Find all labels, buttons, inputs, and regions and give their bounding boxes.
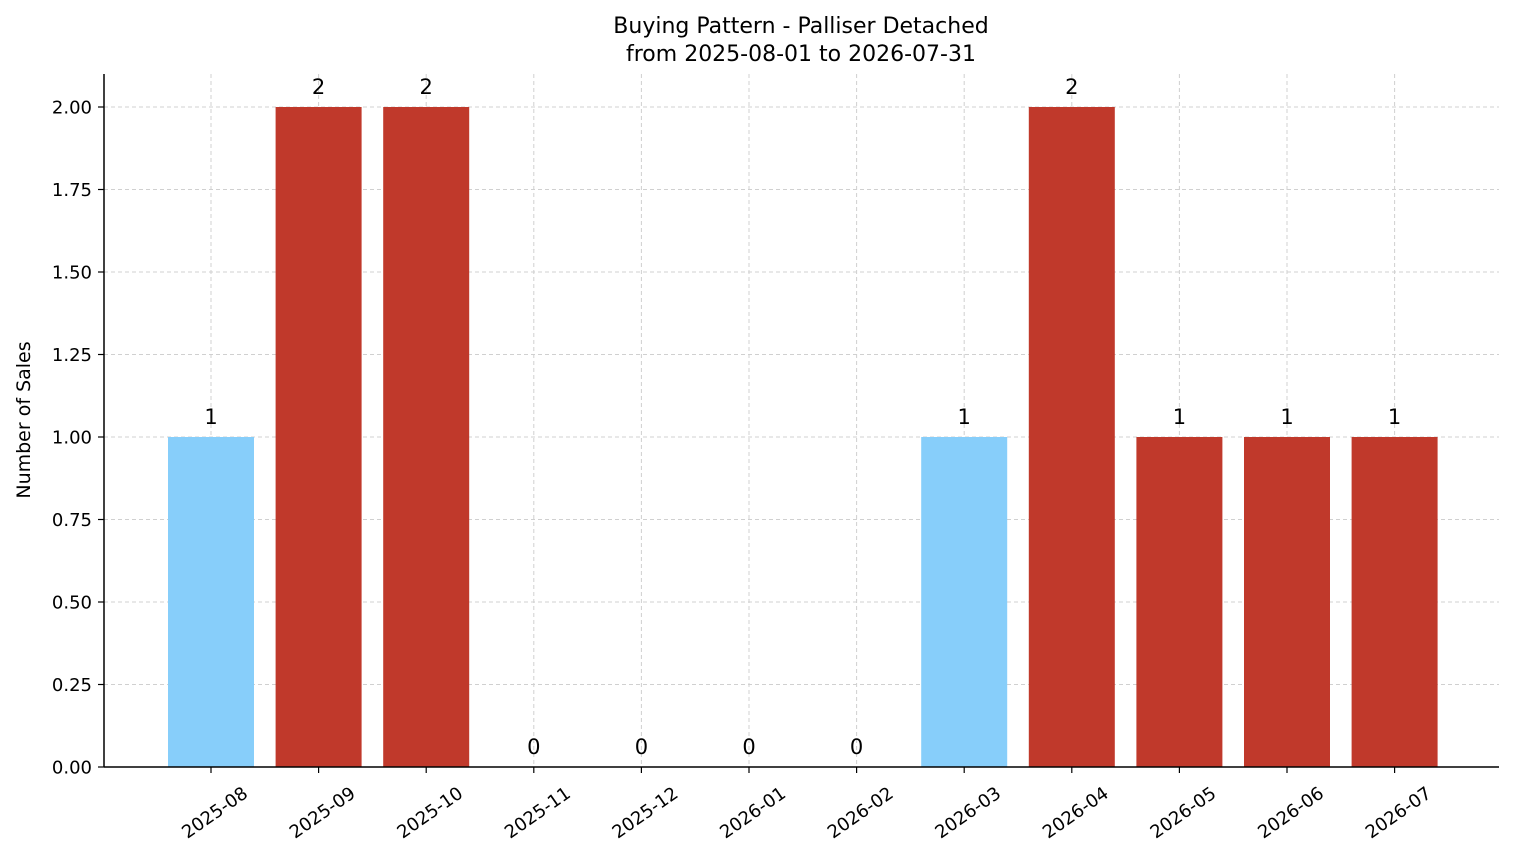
data-label: 2 <box>312 75 325 99</box>
bar <box>275 107 362 767</box>
data-label: 1 <box>1388 405 1401 429</box>
bar <box>1351 437 1438 767</box>
y-tick-label: 1.00 <box>52 428 92 449</box>
x-tick-label: 2025-08 <box>178 783 252 843</box>
data-label: 0 <box>527 735 540 759</box>
bar <box>1028 107 1115 767</box>
x-tick-label: 2025-11 <box>501 783 575 843</box>
y-tick-label: 0.00 <box>52 758 92 779</box>
y-tick-label: 0.75 <box>52 510 92 531</box>
x-tick-label: 2025-09 <box>286 783 360 843</box>
data-label: 0 <box>742 735 755 759</box>
bar <box>168 437 254 767</box>
bar <box>1244 437 1330 767</box>
chart-title: Buying Pattern - Palliser Detached <box>613 14 988 39</box>
data-label: 1 <box>1280 405 1293 429</box>
y-tick-label: 1.25 <box>52 345 92 366</box>
y-tick-label: 0.25 <box>52 675 92 696</box>
y-tick-label: 1.75 <box>52 180 92 201</box>
bars <box>168 107 1438 767</box>
data-labels: 1 2 2 0 0 0 0 1 2 1 1 1 <box>204 75 1401 759</box>
data-label: 1 <box>958 405 971 429</box>
x-axis-ticks: 2025-08 2025-09 2025-10 2025-11 2025-12 2026-… <box>178 767 1435 843</box>
x-tick-label: 2026-05 <box>1147 783 1221 843</box>
y-axis-label: Number of Sales <box>13 341 35 498</box>
x-tick-label: 2026-03 <box>931 783 1005 843</box>
x-tick-label: 2026-06 <box>1254 783 1328 843</box>
x-tick-label: 2025-12 <box>609 783 683 843</box>
data-label: 2 <box>420 75 433 99</box>
data-label: 0 <box>850 735 863 759</box>
y-tick-label: 1.50 <box>52 263 92 284</box>
x-tick-label: 2026-02 <box>824 783 898 843</box>
y-axis-ticks: 0.00 0.25 0.50 0.75 1.00 1.25 1.50 1.75 2.00 <box>52 98 104 779</box>
data-label: 2 <box>1065 75 1078 99</box>
bar <box>1136 437 1223 767</box>
x-tick-label: 2026-04 <box>1039 783 1113 843</box>
x-tick-label: 2025-10 <box>393 783 467 843</box>
chart-subtitle: from 2025-08-01 to 2026-07-31 <box>626 42 976 67</box>
data-label: 1 <box>204 405 217 429</box>
bar <box>921 437 1008 767</box>
x-tick-label: 2026-01 <box>716 783 790 843</box>
y-tick-label: 2.00 <box>52 98 92 119</box>
x-tick-label: 2026-07 <box>1362 783 1436 843</box>
bar <box>383 107 470 767</box>
data-label: 1 <box>1173 405 1186 429</box>
y-tick-label: 0.50 <box>52 593 92 614</box>
data-label: 0 <box>635 735 648 759</box>
